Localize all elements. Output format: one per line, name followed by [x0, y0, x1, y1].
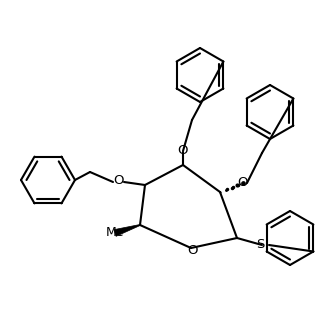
Text: O: O	[238, 176, 248, 188]
Text: S: S	[256, 239, 264, 251]
Polygon shape	[114, 224, 140, 236]
Text: O: O	[178, 145, 188, 157]
Text: O: O	[114, 175, 124, 187]
Text: Me: Me	[106, 226, 124, 240]
Text: O: O	[187, 244, 197, 256]
